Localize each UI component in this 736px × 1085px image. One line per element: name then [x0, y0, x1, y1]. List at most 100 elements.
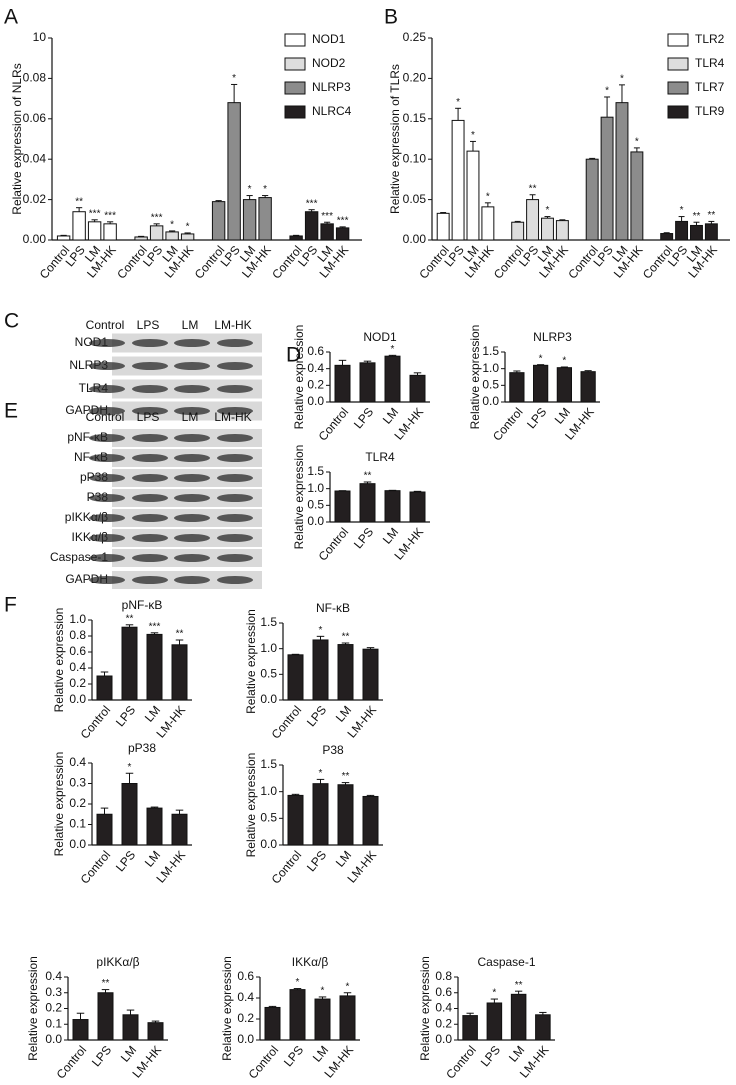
- significance-label: **: [342, 771, 350, 782]
- y-tick-label: 0.0: [435, 1032, 452, 1046]
- bar: [359, 483, 376, 523]
- y-tick-label: 0.4: [435, 1001, 452, 1015]
- chart-title: IKKα/β: [292, 955, 329, 969]
- y-axis-label: Relative expression: [292, 325, 306, 430]
- significance-label: *: [296, 977, 300, 988]
- x-tick-label: LPS: [113, 848, 138, 874]
- legend-swatch: [284, 57, 306, 71]
- y-tick-label: 0.15: [403, 111, 427, 125]
- significance-label: *: [635, 137, 639, 148]
- bar: [312, 639, 329, 701]
- x-tick-label: Control: [54, 1043, 90, 1082]
- blot-band: [89, 494, 125, 502]
- blot-band: [132, 474, 168, 482]
- bar: [462, 1015, 478, 1041]
- x-tick-label: LM: [333, 703, 354, 725]
- x-tick-label: LPS: [304, 848, 329, 874]
- y-tick-label: 10: [33, 30, 47, 44]
- significance-label: *: [546, 205, 550, 216]
- bar: [312, 783, 329, 846]
- chart-title: Caspase-1: [477, 955, 535, 969]
- x-tick-label: Control: [443, 1043, 479, 1082]
- y-tick-label: 0.2: [237, 1011, 254, 1025]
- y-axis-label: Relative expression: [292, 445, 306, 550]
- y-axis-label: Relative expression: [52, 608, 66, 713]
- lane-label: Control: [86, 318, 125, 332]
- x-tick-label: Control: [269, 703, 305, 742]
- bar: [630, 151, 644, 241]
- significance-label: *: [248, 184, 252, 195]
- significance-label: *: [620, 74, 624, 85]
- bar: [409, 491, 426, 523]
- y-tick-label: 0.4: [237, 990, 254, 1004]
- y-tick-label: 0.4: [69, 660, 86, 674]
- significance-label: *: [186, 222, 190, 233]
- lane-label: LM: [182, 318, 199, 332]
- y-tick-label: 0.05: [403, 192, 427, 206]
- bar: [287, 794, 304, 846]
- bar: [72, 211, 86, 241]
- significance-label: *: [471, 130, 475, 141]
- blot-band: [174, 407, 210, 415]
- x-tick-label: Control: [269, 848, 305, 887]
- y-tick-label: 0.8: [435, 969, 452, 983]
- y-tick-label: 0.02: [23, 192, 47, 206]
- bar: [436, 212, 450, 241]
- x-tick-label: LM: [310, 1043, 331, 1065]
- chart-title: TLR4: [365, 450, 395, 464]
- x-tick-label: Control: [78, 703, 114, 742]
- y-tick-label: 0.0: [482, 394, 499, 408]
- blot-band: [174, 434, 210, 442]
- bar: [72, 1019, 89, 1041]
- blot-band: [89, 554, 125, 562]
- bar: [96, 675, 113, 701]
- blot-band: [132, 434, 168, 442]
- blot-band: [132, 554, 168, 562]
- significance-label: *: [680, 205, 684, 216]
- panel-label: D: [286, 344, 301, 367]
- panel-label: A: [4, 6, 18, 29]
- bar: [165, 231, 179, 241]
- blot-band: [217, 554, 253, 562]
- chart-title: P38: [322, 743, 344, 757]
- bar: [264, 1006, 281, 1041]
- bar: [556, 367, 572, 403]
- bar: [304, 211, 319, 241]
- bar: [580, 371, 596, 403]
- y-axis-label: Relative expression: [220, 956, 234, 1061]
- bar: [690, 224, 703, 241]
- y-tick-label: 0.00: [23, 232, 47, 246]
- significance-label: **: [364, 471, 372, 482]
- x-tick-label: LPS: [281, 1043, 306, 1069]
- y-tick-label: 0.04: [23, 151, 47, 165]
- y-tick-label: 1.0: [69, 612, 86, 626]
- bar: [242, 199, 257, 241]
- bar: [287, 654, 304, 701]
- y-tick-label: 0.0: [260, 837, 277, 851]
- blot-band: [89, 385, 125, 393]
- blot-band: [217, 454, 253, 462]
- bar: [600, 116, 614, 241]
- y-tick-label: 0.08: [23, 71, 47, 85]
- significance-label: *: [539, 353, 543, 364]
- legend-swatch: [284, 105, 306, 119]
- x-tick-label: LPS: [113, 703, 138, 729]
- y-tick-label: 0.25: [403, 30, 427, 44]
- bar: [486, 1002, 503, 1041]
- y-tick-label: 1.0: [307, 481, 324, 495]
- x-tick-label: LM: [142, 848, 163, 870]
- legend-label: NLRP3: [312, 80, 351, 94]
- lane-label: LPS: [137, 318, 160, 332]
- lane-label: Control: [86, 410, 125, 424]
- significance-label: *: [319, 625, 323, 636]
- bar: [87, 221, 102, 241]
- y-tick-label: 0.3: [45, 985, 62, 999]
- legend-swatch: [284, 81, 306, 95]
- panel-label: C: [4, 310, 19, 333]
- bar: [335, 227, 350, 241]
